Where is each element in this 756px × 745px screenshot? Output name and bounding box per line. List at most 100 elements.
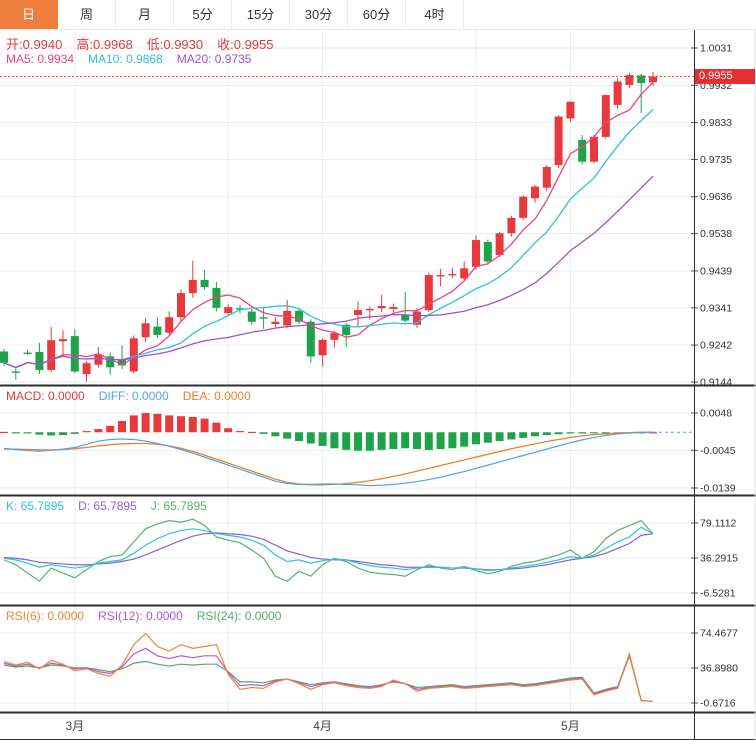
candle-body xyxy=(247,311,256,322)
candle-body xyxy=(590,136,598,162)
macd-bar xyxy=(35,432,44,435)
candle-body xyxy=(401,314,410,321)
candle-body xyxy=(613,81,622,105)
macd-bar xyxy=(424,432,433,450)
candle-body xyxy=(94,354,103,365)
ma-lines xyxy=(3,81,654,369)
macd-bar xyxy=(601,432,610,434)
axis-tick-label: -0.0045 xyxy=(700,445,736,457)
candle-body xyxy=(271,321,280,325)
candle-body xyxy=(200,279,209,288)
macd-bar xyxy=(578,432,587,434)
macd-bar xyxy=(271,432,280,437)
macd-bar xyxy=(247,431,256,434)
candle-body xyxy=(542,166,551,188)
rsi-lines xyxy=(3,632,654,703)
candle-body xyxy=(354,310,362,315)
j-line xyxy=(3,518,654,582)
toolbar-spacer xyxy=(464,0,756,29)
candle-body xyxy=(318,339,327,356)
tab-4hour[interactable]: 4时 xyxy=(406,0,464,29)
k-line xyxy=(3,526,654,572)
kdj-lines xyxy=(3,518,654,582)
macd-bar xyxy=(11,432,20,434)
x-axis-month-label: 5月 xyxy=(561,719,580,733)
macd-bar xyxy=(554,432,563,435)
candle-body xyxy=(153,326,162,335)
candle-body xyxy=(82,363,91,375)
macd-bar xyxy=(212,422,221,433)
macd-bar xyxy=(188,417,197,433)
tab-5min[interactable]: 5分 xyxy=(174,0,232,29)
candle-body xyxy=(306,321,315,357)
axis-tick-label: 0.9242 xyxy=(700,340,732,352)
macd-bar xyxy=(118,421,126,433)
macd-bar xyxy=(354,432,362,451)
last-price-badge: 0.9955 xyxy=(695,69,755,84)
candle-body xyxy=(460,268,469,279)
candle-body xyxy=(578,139,587,162)
candle-body xyxy=(389,307,398,309)
rsi6-line xyxy=(3,632,654,703)
candle-body xyxy=(35,351,44,370)
axis-tick-label: 74.4677 xyxy=(700,628,738,640)
candle-body xyxy=(519,196,528,218)
axis-tick-label: 0.0048 xyxy=(700,408,732,420)
candle-body xyxy=(23,352,32,355)
macd-bar xyxy=(59,432,67,436)
candle-body xyxy=(448,273,457,276)
macd-bar xyxy=(259,432,268,434)
macd-bar xyxy=(460,432,469,447)
axis-tick-label: 0.9538 xyxy=(700,228,732,240)
candle-body xyxy=(141,323,150,338)
rsi24-line xyxy=(3,651,654,703)
macd-bar xyxy=(200,418,209,433)
tab-60min[interactable]: 60分 xyxy=(348,0,406,29)
tab-week[interactable]: 周 xyxy=(58,0,116,29)
panel-dividers xyxy=(0,30,756,741)
axis-tick-label: 0.9341 xyxy=(700,302,732,314)
axis-tick-label: -0.0139 xyxy=(700,483,736,495)
candle-body xyxy=(129,338,138,372)
tab-day[interactable]: 日 xyxy=(0,0,58,29)
tab-month[interactable]: 月 xyxy=(116,0,174,29)
vertical-gridlines xyxy=(74,30,571,712)
macd-bar xyxy=(70,432,79,434)
tab-15min[interactable]: 15分 xyxy=(232,0,290,29)
macd-bar xyxy=(106,425,115,433)
axis-tick-label: 0.9144 xyxy=(700,377,732,389)
horizontal-gridlines xyxy=(0,47,694,704)
macd-bar xyxy=(342,432,351,450)
candle-body xyxy=(283,310,292,326)
x-axis-month-label: 4月 xyxy=(313,719,332,733)
macd-bar xyxy=(389,432,398,450)
ma20-line xyxy=(3,175,654,369)
d-line xyxy=(3,532,654,571)
axis-tick-label: 1.0031 xyxy=(700,43,732,55)
candle-body xyxy=(70,336,79,372)
macd-bar xyxy=(141,413,150,433)
axis-tick-label: -6.5281 xyxy=(700,588,736,600)
candle-body xyxy=(436,275,445,277)
macd-bar xyxy=(295,432,303,442)
macd-bar xyxy=(153,413,162,433)
candle-body xyxy=(295,310,303,322)
y-axis-labels: 1.00310.99320.98330.97350.96360.95380.94… xyxy=(691,43,738,710)
macd-bar xyxy=(165,415,174,433)
candle-body xyxy=(365,308,374,311)
macd-bar xyxy=(306,432,315,444)
candle-body xyxy=(106,356,115,368)
axis-tick-label: 0.9636 xyxy=(700,191,732,203)
macd-bar xyxy=(23,432,32,434)
axis-tick-label: 79.1112 xyxy=(700,518,737,530)
macd-bar xyxy=(401,432,410,449)
macd-bar xyxy=(590,432,598,434)
axis-tick-label: 36.8980 xyxy=(700,663,738,675)
macd-bar xyxy=(330,432,339,449)
tab-30min[interactable]: 30分 xyxy=(290,0,348,29)
macd-bar xyxy=(519,432,528,438)
macd-bar xyxy=(448,432,457,449)
macd-bar xyxy=(436,432,445,450)
